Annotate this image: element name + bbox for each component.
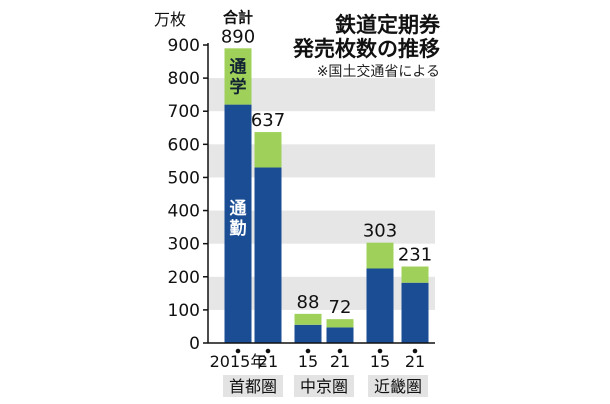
bar-total-label: 231 — [398, 245, 432, 266]
x-tick-label: 21 — [405, 352, 425, 371]
bar-commute — [401, 282, 429, 343]
source-note: ※国土交通省による — [317, 63, 440, 80]
y-tick-label: 800 — [168, 69, 200, 89]
x-tick-dot — [412, 348, 418, 354]
bar-commute — [366, 268, 394, 343]
group-label-box — [223, 375, 283, 397]
y-tick-label: 900 — [168, 36, 200, 56]
bar-commute — [294, 324, 322, 343]
bar-total-label: 637 — [251, 110, 285, 131]
bar-total-label: 890 — [221, 26, 255, 47]
x-tick-dot — [337, 348, 343, 354]
bar-commute — [254, 167, 282, 343]
series-label-commute: 通 — [230, 199, 247, 219]
bar-school — [224, 48, 252, 105]
bar-total-label: 303 — [363, 221, 397, 242]
group-label-box — [294, 375, 354, 397]
y-tick-label: 200 — [168, 268, 200, 288]
x-tick-dot — [265, 348, 271, 354]
y-tick-label: 500 — [168, 168, 200, 188]
x-tick-label: 21 — [258, 352, 278, 371]
x-tick-label: 2015年 — [210, 352, 267, 371]
group-label: 首都圏 — [229, 377, 277, 396]
labels-layer: 8902015年合計通学通勤63721首都圏88157221中京圏3031523… — [210, 8, 432, 397]
y-tick-label: 300 — [168, 235, 200, 255]
x-tick-label: 21 — [330, 352, 350, 371]
y-tick-label: 700 — [168, 102, 200, 122]
y-tick-label: 100 — [168, 301, 200, 321]
total-prefix-label: 合計 — [222, 8, 253, 26]
bar-total-label: 72 — [329, 297, 352, 318]
y-axis-unit-label: 万枚 — [154, 10, 186, 29]
chart-title-line-2: 発売枚数の推移 — [292, 37, 440, 61]
chart-title-line-1: 鉄道定期券 — [335, 13, 441, 37]
y-tick-label: 600 — [168, 135, 200, 155]
bar-commute — [326, 327, 354, 343]
bar-total-label: 88 — [297, 292, 320, 313]
x-tick-label: 15 — [298, 352, 318, 371]
x-tick-label: 15 — [370, 352, 390, 371]
group-label-box — [368, 375, 428, 397]
bars-layer — [224, 48, 429, 343]
y-tick-label: 0 — [189, 334, 200, 354]
group-label: 中京圏 — [300, 377, 348, 396]
bar-school — [254, 132, 282, 168]
x-tick-dot — [377, 348, 383, 354]
series-label-commute: 勤 — [230, 219, 247, 239]
bar-commute — [224, 104, 252, 343]
x-tick-dot — [305, 348, 311, 354]
bar-school — [294, 313, 322, 325]
x-tick-dot — [235, 348, 241, 354]
y-axis: 0 100 200 300 400 500 600 700 800 900 — [168, 36, 435, 354]
group-label: 近畿圏 — [374, 377, 422, 396]
bar-school — [401, 266, 429, 283]
bar-school — [366, 242, 394, 269]
y-tick-label: 400 — [168, 202, 200, 222]
series-label-school: 通 — [230, 57, 247, 77]
bar-school — [326, 319, 354, 328]
series-label-school: 学 — [230, 76, 247, 97]
